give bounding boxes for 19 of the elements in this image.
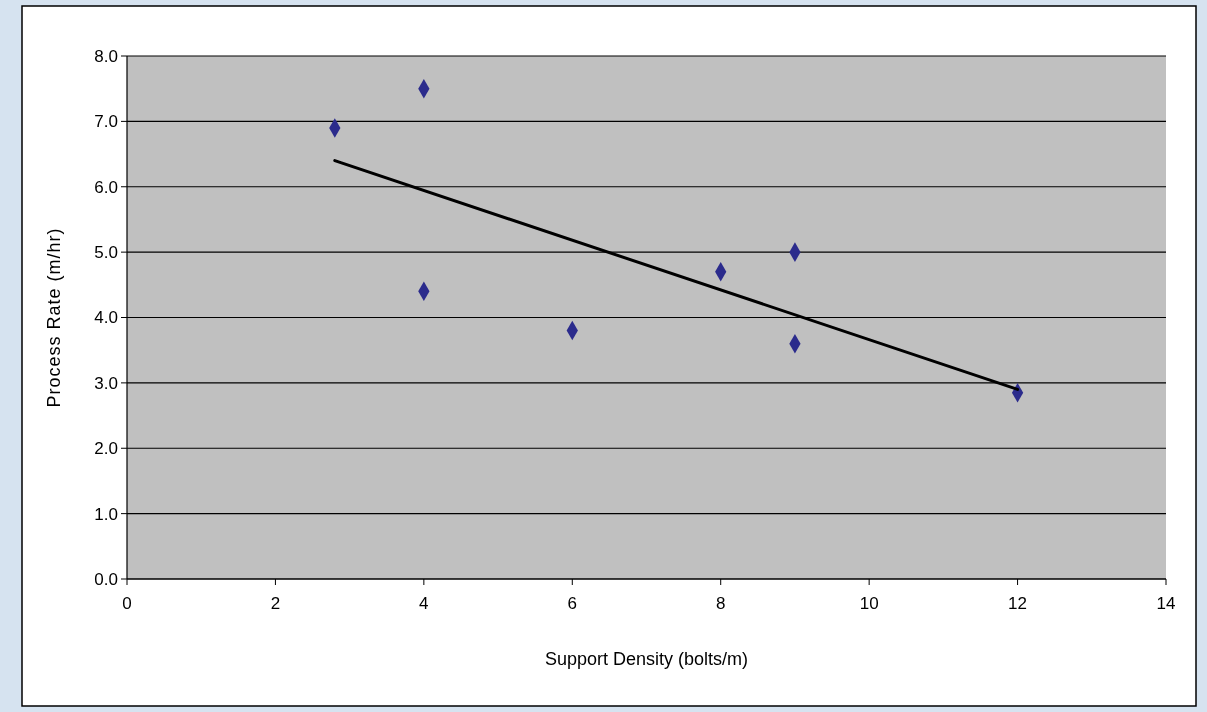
x-tick-label: 8 — [715, 594, 726, 613]
y-tick-label: 3.0 — [94, 373, 118, 393]
x-axis-title: Support Density (bolts/m) — [544, 649, 749, 669]
y-tick-label: 6.0 — [94, 177, 118, 197]
x-tick-label: 14 — [1156, 594, 1176, 613]
y-tick-label: 2.0 — [94, 439, 118, 459]
x-tick-label: 12 — [1008, 594, 1028, 613]
x-tick-label: 6 — [567, 594, 578, 613]
y-tick-label: 4.0 — [94, 308, 118, 328]
x-tick-label: 4 — [419, 594, 429, 613]
y-tick-label: 0.0 — [94, 569, 118, 589]
y-tick-label: 8.0 — [94, 46, 118, 66]
y-tick-label: 1.0 — [94, 504, 118, 524]
x-tick-label: 0 — [122, 594, 132, 613]
y-tick-label: 5.0 — [94, 243, 118, 263]
y-tick-label: 7.0 — [94, 112, 118, 132]
x-tick-label: 10 — [859, 594, 879, 613]
x-tick-label: 2 — [270, 594, 281, 613]
y-axis-title: Process Rate (m/hr) — [44, 227, 64, 408]
